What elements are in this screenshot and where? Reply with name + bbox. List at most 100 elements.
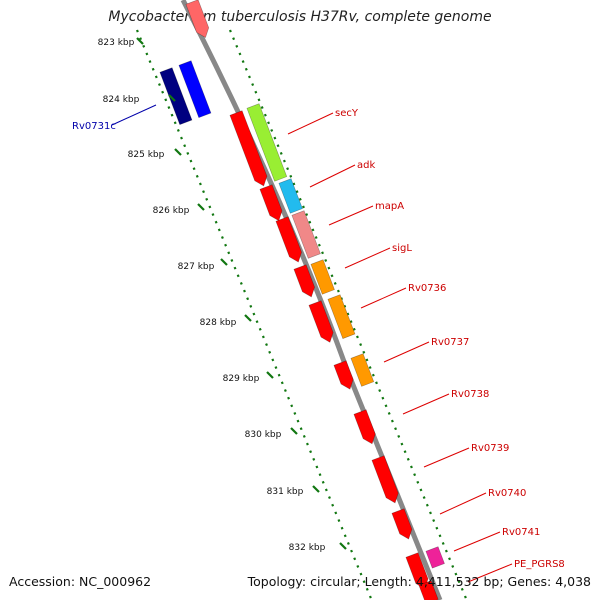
outer-track-dot (378, 389, 382, 392)
gene-arrow-red (353, 409, 376, 445)
outer-track-dot (387, 412, 391, 415)
inner-track-dot (346, 542, 350, 545)
outer-track-dot (267, 121, 270, 125)
gene-labels: secY adk mapA sigL Rv0736 Rv0737 Rv0738 Rv0739 R… (72, 104, 565, 583)
outer-track-dot (260, 106, 264, 109)
outer-track-dot (365, 358, 369, 362)
kbp-tick-mark (266, 371, 274, 379)
inner-track-dot (328, 496, 331, 500)
kbp-tick-label: 825 kbp (128, 150, 165, 160)
inner-track-dot (249, 304, 253, 308)
inner-track-dot (180, 136, 183, 140)
inner-track-dot (205, 197, 209, 201)
inner-dotted-track (135, 29, 372, 599)
inner-track-dot (173, 121, 177, 125)
inner-track-dot (142, 44, 146, 48)
accession-label: Accession: NC_000962 (9, 574, 152, 589)
inner-track-dot (233, 266, 237, 270)
outer-track-dot (425, 503, 429, 507)
outer-track-dot (352, 327, 356, 331)
inner-track-dot (265, 343, 268, 347)
outer-track-dot (270, 129, 274, 132)
inner-track-dot (158, 83, 161, 86)
gene-leader-line (423, 447, 470, 468)
outer-track-dot (451, 564, 455, 568)
gene-arrow-bottom (418, 580, 439, 600)
outer-track-dot (241, 60, 245, 64)
outer-track-dot (251, 83, 255, 86)
outer-track-dot (368, 366, 372, 369)
inner-track-dot (217, 228, 221, 232)
inner-track-dot (318, 473, 322, 477)
inner-track-dot (356, 564, 360, 568)
kbp-tick-label: 830 kbp (245, 430, 282, 440)
inner-track-dot (283, 389, 287, 392)
outer-track-dot (343, 304, 347, 308)
outer-track-dot (400, 442, 404, 446)
inner-track-dot (309, 450, 313, 454)
outer-track-dot (317, 243, 321, 247)
inner-track-dot (293, 412, 297, 415)
inner-track-dot (353, 557, 357, 561)
gene-arrow-red (333, 360, 354, 390)
outer-track-dot (375, 381, 378, 385)
outer-track-dot (263, 113, 267, 117)
kbp-tick-label: 824 kbp (103, 95, 140, 105)
outer-track-dot (228, 29, 232, 33)
gene-leader-line (453, 531, 501, 552)
gene-label: PE_PGRS8 (514, 559, 565, 570)
inner-track-dot (189, 159, 193, 163)
kbp-tick-mark (312, 485, 320, 493)
outer-track-dot (457, 580, 461, 584)
gene-label: Rv0739 (471, 443, 509, 454)
kbp-tick-mark (197, 203, 205, 211)
kbp-tick-mark (168, 94, 176, 102)
inner-track-dot (176, 129, 180, 132)
inner-track-dot (274, 366, 278, 369)
inner-track-dot (306, 442, 309, 446)
inner-track-dot (321, 480, 325, 484)
outer-track-dot (238, 52, 242, 56)
outer-track-dot (302, 205, 305, 209)
inner-track-dot (362, 580, 366, 584)
gene-arrow-red (229, 110, 268, 187)
inner-track-dot (239, 281, 243, 285)
inner-track-dot (202, 190, 205, 194)
gene-arrow-red (275, 216, 302, 263)
outer-track-dot (406, 457, 410, 461)
kbp-tick-mark (244, 314, 252, 322)
inner-track-dot (224, 243, 228, 247)
gene-feature-pe-pgrs8 (425, 546, 445, 569)
outer-track-dot (248, 75, 251, 79)
inner-track-dot (258, 327, 262, 331)
inner-track-dot (167, 106, 171, 109)
outer-track-dot (333, 281, 337, 285)
gene-feature-adk (278, 178, 303, 214)
inner-track-dot (214, 220, 218, 224)
inner-track-dot (198, 182, 202, 186)
gene-arrow-red (259, 184, 283, 222)
inner-track-dot (170, 113, 174, 117)
outer-track-dot (381, 396, 385, 400)
outer-track-dot (254, 90, 258, 94)
kbp-tick-labels: 823 kbp 824 kbp 825 kbp 826 kbp 827 kbp 828 k… (98, 37, 347, 553)
outer-track-dot (359, 343, 363, 347)
outer-track-dot (409, 465, 413, 469)
inner-track-dot (312, 457, 316, 461)
gene-feature-rv0737 (350, 353, 375, 387)
outer-track-dot (346, 312, 350, 316)
gene-leader-line (111, 104, 157, 126)
outer-track-dot (321, 251, 324, 255)
outer-track-dot (444, 549, 448, 553)
gene-leader-line (287, 112, 334, 135)
kbp-tick-label: 826 kbp (153, 206, 190, 216)
outer-track-dot (257, 98, 261, 102)
inner-track-dot (195, 174, 199, 178)
outer-track-dot (324, 259, 328, 262)
inner-track-dot (145, 52, 149, 56)
kbp-tick-mark (339, 542, 347, 550)
outer-track-dot (330, 274, 334, 278)
inner-track-dot (280, 381, 284, 385)
